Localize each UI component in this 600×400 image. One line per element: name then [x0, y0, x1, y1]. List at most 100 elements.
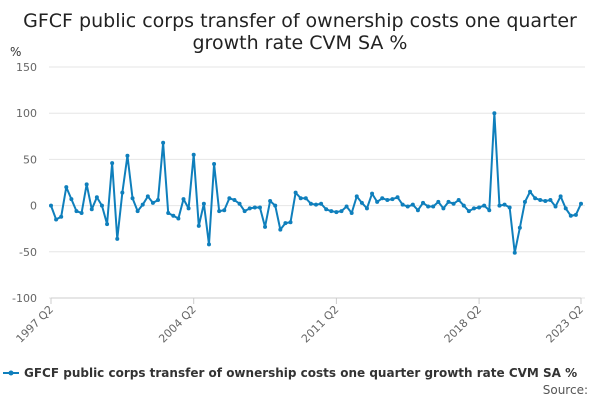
data-point[interactable]: [375, 199, 380, 204]
data-point[interactable]: [206, 242, 211, 247]
data-point[interactable]: [115, 236, 120, 241]
data-point[interactable]: [49, 203, 53, 208]
data-point[interactable]: [222, 208, 227, 213]
data-point[interactable]: [54, 217, 59, 222]
data-point[interactable]: [548, 198, 553, 203]
data-point[interactable]: [268, 198, 273, 203]
data-point[interactable]: [573, 212, 578, 217]
data-point[interactable]: [156, 198, 161, 203]
data-point[interactable]: [568, 213, 573, 218]
data-point[interactable]: [150, 200, 155, 205]
data-point[interactable]: [461, 203, 466, 208]
data-point[interactable]: [135, 209, 140, 214]
data-point[interactable]: [512, 250, 517, 255]
data-point[interactable]: [405, 204, 410, 209]
data-point[interactable]: [110, 161, 115, 166]
data-point[interactable]: [456, 198, 461, 203]
data-point[interactable]: [166, 210, 171, 215]
data-point[interactable]: [252, 205, 257, 210]
data-point[interactable]: [431, 204, 436, 209]
data-point[interactable]: [370, 191, 375, 196]
data-point[interactable]: [364, 206, 369, 211]
data-point[interactable]: [191, 152, 196, 157]
data-point[interactable]: [99, 203, 104, 208]
data-point[interactable]: [196, 223, 201, 228]
data-point[interactable]: [59, 214, 64, 219]
data-point[interactable]: [217, 209, 222, 214]
data-point[interactable]: [466, 209, 471, 214]
data-point[interactable]: [446, 199, 451, 204]
data-point[interactable]: [105, 222, 110, 227]
data-point[interactable]: [528, 189, 533, 194]
data-point[interactable]: [329, 209, 334, 214]
data-point[interactable]: [441, 206, 446, 211]
data-point[interactable]: [487, 208, 492, 213]
data-point[interactable]: [69, 197, 74, 202]
data-point[interactable]: [89, 207, 94, 212]
data-point[interactable]: [579, 201, 583, 206]
data-point[interactable]: [181, 197, 186, 202]
data-point[interactable]: [543, 198, 548, 203]
data-point[interactable]: [400, 202, 405, 207]
data-point[interactable]: [502, 202, 507, 207]
data-point[interactable]: [130, 196, 135, 201]
data-point[interactable]: [482, 203, 487, 208]
data-point[interactable]: [538, 198, 543, 203]
data-point[interactable]: [319, 201, 324, 206]
data-point[interactable]: [390, 197, 395, 202]
data-point[interactable]: [212, 162, 217, 167]
data-point[interactable]: [349, 210, 354, 215]
data-point[interactable]: [273, 203, 278, 208]
data-point[interactable]: [359, 200, 364, 205]
data-point[interactable]: [247, 206, 252, 211]
data-point[interactable]: [533, 196, 538, 201]
data-point[interactable]: [558, 194, 563, 199]
data-point[interactable]: [497, 203, 502, 208]
data-point[interactable]: [283, 221, 288, 226]
data-point[interactable]: [293, 190, 298, 195]
data-point[interactable]: [410, 202, 415, 207]
data-point[interactable]: [298, 196, 303, 201]
data-point[interactable]: [507, 205, 512, 210]
data-point[interactable]: [415, 208, 420, 213]
data-point[interactable]: [171, 213, 176, 218]
data-point[interactable]: [227, 196, 232, 201]
data-point[interactable]: [257, 205, 262, 210]
data-point[interactable]: [303, 196, 308, 201]
data-point[interactable]: [201, 201, 206, 206]
data-point[interactable]: [145, 194, 150, 199]
data-point[interactable]: [517, 225, 522, 230]
data-point[interactable]: [84, 182, 89, 187]
data-point[interactable]: [237, 201, 242, 206]
data-point[interactable]: [563, 206, 568, 211]
data-point[interactable]: [263, 224, 268, 229]
data-point[interactable]: [314, 202, 318, 207]
data-point[interactable]: [380, 196, 385, 201]
data-point[interactable]: [426, 204, 431, 209]
legend[interactable]: GFCF public corps transfer of ownership …: [3, 366, 577, 380]
data-point[interactable]: [232, 198, 237, 203]
data-point[interactable]: [242, 209, 247, 214]
data-point[interactable]: [344, 204, 349, 209]
data-point[interactable]: [339, 209, 344, 214]
data-point[interactable]: [288, 220, 293, 225]
data-point[interactable]: [74, 209, 79, 214]
data-point[interactable]: [79, 210, 84, 215]
data-point[interactable]: [395, 195, 400, 200]
data-point[interactable]: [161, 140, 166, 145]
data-point[interactable]: [421, 200, 426, 205]
data-point[interactable]: [176, 216, 181, 221]
data-point[interactable]: [553, 204, 558, 209]
data-point[interactable]: [522, 199, 527, 204]
data-point[interactable]: [492, 111, 497, 116]
data-point[interactable]: [94, 195, 99, 200]
data-point[interactable]: [477, 205, 482, 210]
data-point[interactable]: [334, 210, 339, 215]
data-point[interactable]: [140, 202, 145, 207]
data-point[interactable]: [324, 207, 329, 212]
data-point[interactable]: [451, 201, 456, 206]
data-point[interactable]: [308, 201, 313, 206]
data-point[interactable]: [436, 199, 441, 204]
data-point[interactable]: [354, 194, 359, 199]
data-point[interactable]: [120, 190, 125, 195]
